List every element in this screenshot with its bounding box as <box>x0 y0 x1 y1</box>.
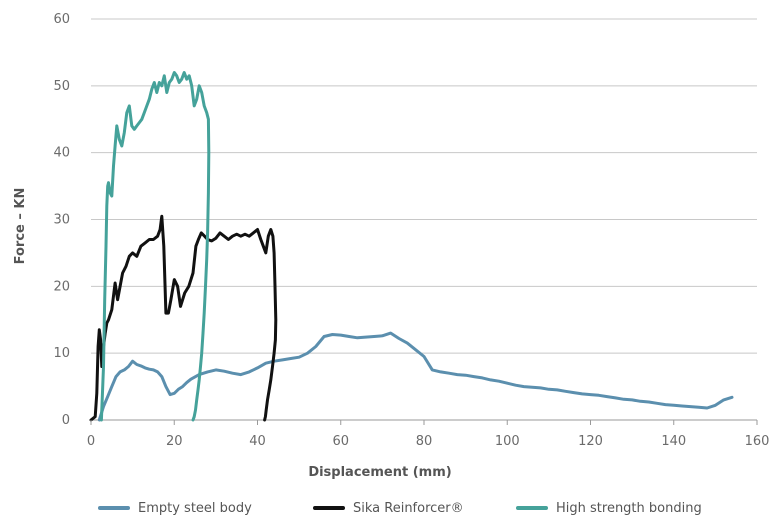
y-axis-title: Force – KN <box>13 188 28 265</box>
x-tick-label: 160 <box>745 434 770 449</box>
x-tick-label: 60 <box>332 434 349 449</box>
y-axis-ticks: 0 10 20 30 40 50 60 <box>53 12 70 428</box>
x-tick-label: 80 <box>416 434 433 449</box>
y-tick-label: 10 <box>53 346 70 361</box>
x-tick-label: 40 <box>249 434 266 449</box>
x-tick-label: 140 <box>661 434 686 449</box>
x-tick-label: 100 <box>495 434 520 449</box>
y-tick-label: 60 <box>53 12 70 27</box>
legend-swatch <box>313 506 345 510</box>
y-tick-label: 40 <box>53 146 70 161</box>
x-tick-label: 20 <box>166 434 183 449</box>
legend-label: Empty steel body <box>138 500 252 516</box>
x-tick-label: 0 <box>87 434 95 449</box>
x-axis-title: Displacement (mm) <box>308 465 451 480</box>
legend-swatch <box>98 506 130 510</box>
series-line-0 <box>97 331 734 422</box>
legend-item-high-strength-bonding: High strength bonding <box>516 498 702 518</box>
x-tick-label: 120 <box>578 434 603 449</box>
series-line-1 <box>89 214 278 422</box>
legend-item-empty-steel-body: Empty steel body <box>98 498 252 518</box>
series-line-2 <box>99 71 211 422</box>
y-tick-label: 30 <box>53 213 70 228</box>
y-tick-label: 50 <box>53 79 70 94</box>
y-tick-label: 20 <box>53 279 70 294</box>
y-tick-label: 0 <box>62 413 70 428</box>
x-axis-ticks: 0 20 40 60 80 100 120 140 160 <box>87 420 770 449</box>
line-chart: 0 10 20 30 40 50 60 0 20 40 60 80 100 120 140 160 Disp… <box>13 12 770 480</box>
legend-label: Sika Reinforcer® <box>353 500 464 516</box>
legend-item-sika-reinforcer: Sika Reinforcer® <box>313 498 464 518</box>
legend-label: High strength bonding <box>556 500 702 516</box>
legend: Empty steel body Sika Reinforcer® High s… <box>0 498 779 518</box>
series-lines <box>89 71 734 422</box>
legend-swatch <box>516 506 548 510</box>
